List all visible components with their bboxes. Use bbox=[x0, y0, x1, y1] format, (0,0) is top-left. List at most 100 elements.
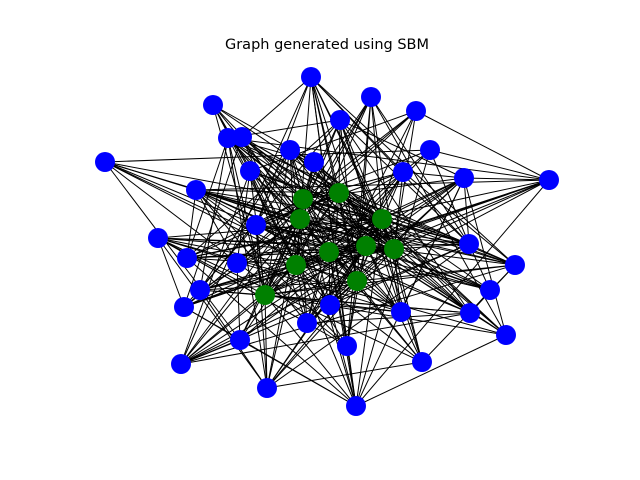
graph-edge bbox=[104, 161, 241, 341]
graph-edge bbox=[328, 218, 383, 253]
graph-edge bbox=[302, 149, 431, 200]
graph-edge bbox=[302, 96, 372, 200]
graph-edge bbox=[104, 161, 304, 200]
graph-edge bbox=[381, 218, 516, 266]
graph-edge bbox=[266, 264, 297, 389]
graph-edge bbox=[355, 179, 550, 407]
graph-node-blue bbox=[496, 325, 516, 345]
graph-node-blue bbox=[280, 140, 300, 160]
graph-edge bbox=[236, 218, 301, 264]
graph-edge bbox=[180, 218, 301, 365]
graph-edge bbox=[302, 198, 367, 247]
graph-node-blue bbox=[148, 228, 168, 248]
graph-edge bbox=[264, 294, 268, 389]
graph-edge bbox=[393, 248, 491, 291]
graph-node-blue bbox=[203, 95, 223, 115]
graph-node-blue bbox=[391, 302, 411, 322]
graph-edge bbox=[295, 248, 395, 266]
graph-node-blue bbox=[337, 336, 357, 356]
graph-edge bbox=[338, 119, 341, 194]
graph-edge bbox=[302, 198, 516, 266]
graph-edge bbox=[302, 198, 395, 250]
graph-edge bbox=[104, 161, 257, 226]
graph-node-blue bbox=[240, 161, 260, 181]
graph-edge bbox=[199, 264, 297, 291]
graph-edge bbox=[241, 76, 312, 138]
graph-edge bbox=[429, 149, 550, 181]
graph-edge bbox=[328, 171, 404, 253]
graph-edge bbox=[346, 245, 367, 347]
graph-edge bbox=[241, 136, 297, 266]
graph-edge bbox=[266, 280, 358, 389]
graph-edge bbox=[199, 119, 341, 291]
graph-edge bbox=[199, 289, 266, 296]
graph-node-blue bbox=[460, 303, 480, 323]
graph-edge bbox=[328, 149, 431, 253]
graph-edge bbox=[264, 218, 301, 296]
graph-edge bbox=[180, 170, 251, 365]
graph-edge bbox=[381, 218, 402, 313]
graph-node-green bbox=[372, 209, 392, 229]
graph-edge bbox=[339, 119, 358, 282]
graph-edge bbox=[302, 198, 358, 282]
graph-edge bbox=[328, 251, 357, 407]
node-layer bbox=[95, 67, 559, 416]
graph-node-green bbox=[290, 209, 310, 229]
graph-node-blue bbox=[420, 140, 440, 160]
graph-edge bbox=[295, 264, 358, 282]
graph-edge bbox=[241, 136, 301, 220]
graph-edge bbox=[255, 149, 291, 226]
graph-edge bbox=[157, 237, 268, 389]
graph-edge bbox=[264, 294, 507, 336]
graph-edge bbox=[266, 243, 470, 389]
graph-edge bbox=[329, 304, 357, 407]
graph-edge bbox=[180, 294, 266, 365]
graph-node-blue bbox=[257, 378, 277, 398]
graph-edge bbox=[249, 110, 417, 172]
graph-node-blue bbox=[454, 168, 474, 188]
graph-edge bbox=[255, 224, 268, 389]
graph-edge bbox=[264, 192, 340, 296]
graph-edge bbox=[264, 280, 358, 296]
graph-node-blue bbox=[320, 295, 340, 315]
graph-node-blue bbox=[301, 67, 321, 87]
graph-node-blue bbox=[297, 313, 317, 333]
graph-node-blue bbox=[412, 352, 432, 372]
graph-edge bbox=[264, 149, 291, 296]
graph-edge bbox=[393, 248, 402, 313]
graph-node-green bbox=[356, 236, 376, 256]
graph-node-blue bbox=[246, 215, 266, 235]
graph-edge bbox=[180, 339, 241, 365]
graph-edge bbox=[183, 136, 243, 308]
graph-node-green bbox=[384, 239, 404, 259]
graph-edge bbox=[264, 294, 471, 314]
graph-node-blue bbox=[186, 180, 206, 200]
graph-node-blue bbox=[505, 255, 525, 275]
graph-edge bbox=[402, 171, 465, 179]
graph-node-blue bbox=[227, 253, 247, 273]
graph-edge bbox=[199, 149, 291, 291]
graph-edge bbox=[339, 119, 465, 179]
graph-node-green bbox=[286, 255, 306, 275]
graph-edge bbox=[266, 361, 423, 389]
graph-edge bbox=[463, 177, 470, 245]
graph-edge bbox=[365, 245, 507, 336]
graph-node-green bbox=[293, 189, 313, 209]
graph-edge bbox=[255, 171, 404, 226]
graph-edge bbox=[328, 251, 491, 291]
graph-edge bbox=[180, 248, 395, 365]
graph-edge bbox=[180, 264, 297, 365]
graph-edge bbox=[381, 177, 465, 220]
graph-edge bbox=[429, 149, 470, 245]
graph-edge bbox=[255, 224, 358, 282]
graph-edge bbox=[463, 177, 507, 336]
graph-edge bbox=[339, 119, 423, 363]
graph-edge bbox=[239, 339, 357, 407]
graph-edge bbox=[266, 198, 304, 389]
graph-node-blue bbox=[174, 297, 194, 317]
graph-node-blue bbox=[539, 170, 559, 190]
graph-node-blue bbox=[393, 162, 413, 182]
figure-title: Graph generated using SBM bbox=[225, 37, 429, 53]
